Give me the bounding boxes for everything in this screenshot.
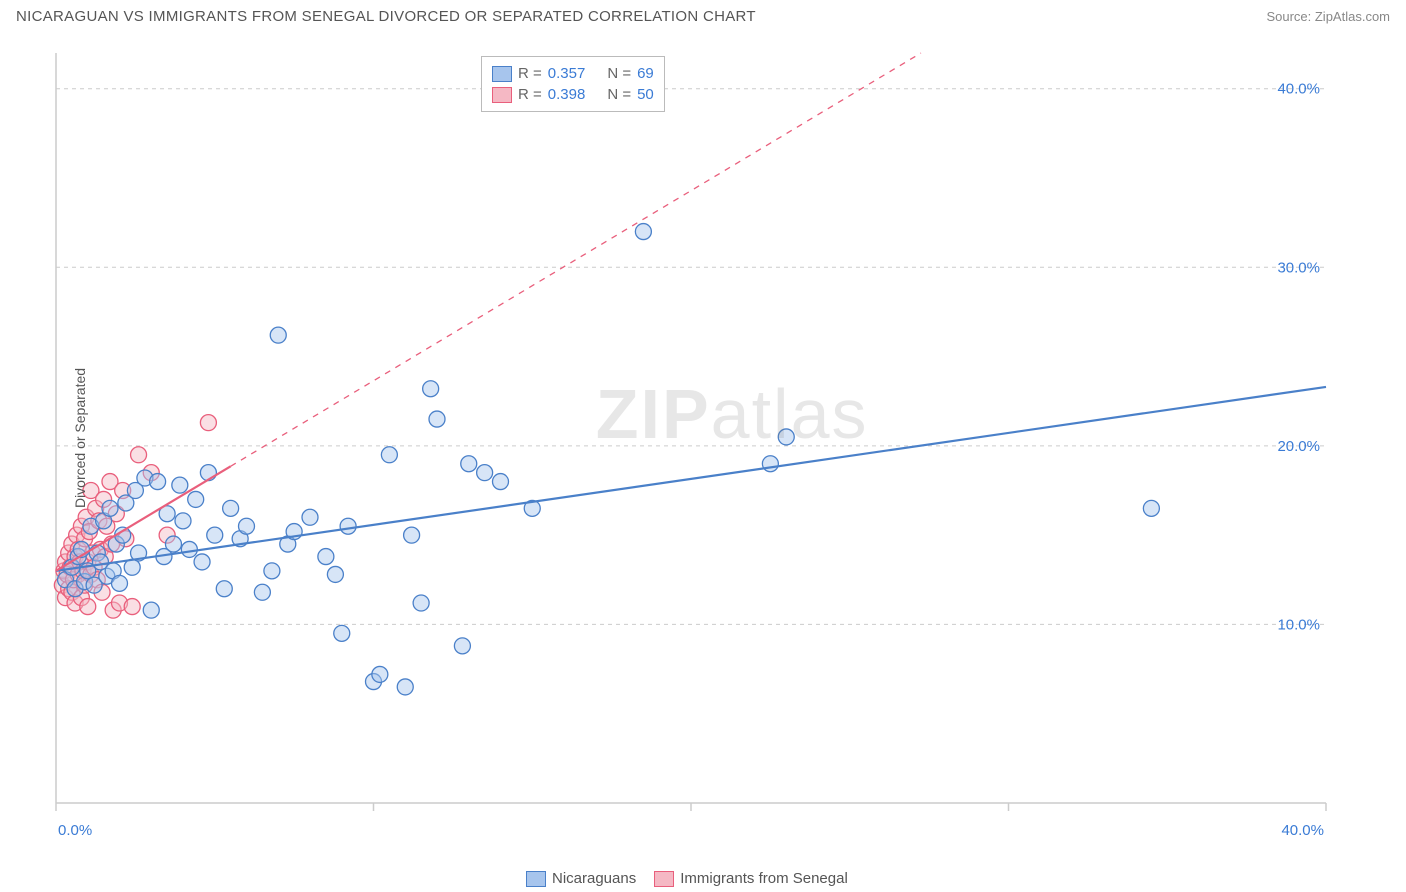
data-point	[172, 477, 188, 493]
data-point	[270, 327, 286, 343]
y-tick-label: 30.0%	[1277, 259, 1320, 276]
data-point	[302, 509, 318, 525]
data-point	[80, 599, 96, 615]
legend-swatch	[492, 87, 512, 103]
n-value: 50	[637, 86, 654, 103]
data-point	[150, 474, 166, 490]
source-label: Source: ZipAtlas.com	[1266, 9, 1390, 24]
data-point	[454, 638, 470, 654]
data-point	[429, 411, 445, 427]
data-point	[124, 599, 140, 615]
x-tick-label: 0.0%	[58, 822, 92, 839]
data-point	[381, 447, 397, 463]
legend-swatch	[492, 66, 512, 82]
n-value: 69	[637, 65, 654, 82]
data-point	[334, 625, 350, 641]
legend-label: Nicaraguans	[552, 870, 636, 887]
legend-label: Immigrants from Senegal	[680, 870, 848, 887]
y-axis-label: Divorced or Separated	[72, 368, 88, 508]
data-point	[200, 465, 216, 481]
data-point	[1143, 500, 1159, 516]
data-point	[200, 415, 216, 431]
data-point	[112, 575, 128, 591]
data-point	[340, 518, 356, 534]
data-point	[175, 513, 191, 529]
data-point	[327, 566, 343, 582]
trendline	[56, 387, 1326, 571]
data-point	[493, 474, 509, 490]
data-point	[318, 549, 334, 565]
data-point	[461, 456, 477, 472]
y-tick-label: 40.0%	[1277, 81, 1320, 98]
data-point	[397, 679, 413, 695]
scatter-chart: 10.0% 20.0% 30.0% 40.0% 0.0% 40.0%	[16, 33, 1356, 843]
data-point	[778, 429, 794, 445]
chart-area: Divorced or Separated 10.0% 20.0% 30.0% 40.…	[16, 33, 1390, 843]
data-point	[216, 581, 232, 597]
series-legend: Nicaraguans Immigrants from Senegal	[526, 868, 848, 889]
x-tick-label: 40.0%	[1281, 822, 1324, 839]
legend-swatch	[526, 871, 546, 887]
data-point	[131, 447, 147, 463]
y-tick-label: 20.0%	[1277, 438, 1320, 455]
legend-item: Immigrants from Senegal	[654, 868, 848, 889]
data-point	[143, 602, 159, 618]
stats-legend: R = 0.357 N = 69 R = 0.398 N = 50	[481, 56, 665, 112]
r-label: R =	[518, 65, 542, 82]
legend-swatch	[654, 871, 674, 887]
data-point	[207, 527, 223, 543]
data-point	[413, 595, 429, 611]
legend-stat-row: R = 0.357 N = 69	[492, 63, 654, 84]
n-label: N =	[607, 65, 631, 82]
data-point	[254, 584, 270, 600]
trendline-extrapolated	[231, 53, 921, 466]
data-point	[264, 563, 280, 579]
data-point	[165, 536, 181, 552]
data-point	[239, 518, 255, 534]
r-label: R =	[518, 86, 542, 103]
data-point	[404, 527, 420, 543]
data-point	[181, 541, 197, 557]
r-value: 0.398	[548, 86, 586, 103]
chart-title: NICARAGUAN VS IMMIGRANTS FROM SENEGAL DI…	[16, 8, 756, 25]
n-label: N =	[607, 86, 631, 103]
data-point	[372, 666, 388, 682]
data-point	[188, 491, 204, 507]
data-point	[477, 465, 493, 481]
data-point	[194, 554, 210, 570]
r-value: 0.357	[548, 65, 586, 82]
legend-item: Nicaraguans	[526, 868, 636, 889]
data-point	[423, 381, 439, 397]
data-point	[223, 500, 239, 516]
data-point	[102, 500, 118, 516]
y-tick-label: 10.0%	[1277, 616, 1320, 633]
data-point	[635, 224, 651, 240]
legend-stat-row: R = 0.398 N = 50	[492, 84, 654, 105]
